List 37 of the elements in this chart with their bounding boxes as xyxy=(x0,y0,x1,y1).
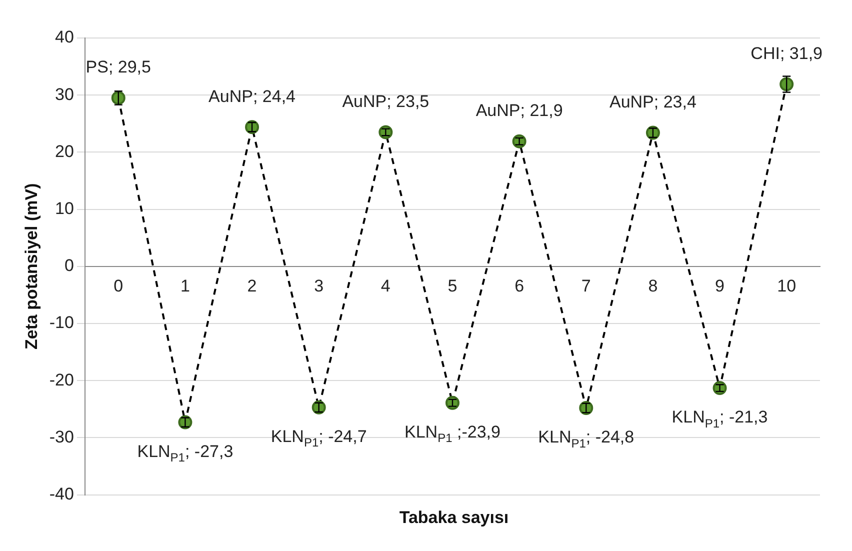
annotation: PS; 29,5 xyxy=(86,58,151,77)
point xyxy=(178,415,192,430)
y-tick-label: 40 xyxy=(55,28,74,47)
annotation: AuNP; 24,4 xyxy=(208,86,296,106)
x-tick-label: 7 xyxy=(581,276,591,296)
point xyxy=(445,396,460,410)
annotation: AuNP; 21,9 xyxy=(476,101,563,120)
y-tick-label: -10 xyxy=(49,313,74,332)
y-tick-label: 20 xyxy=(55,142,74,161)
y-tick-label: -40 xyxy=(49,484,74,504)
y-tick-label: 30 xyxy=(55,84,74,104)
x-tick-label: 0 xyxy=(114,276,124,296)
x-tick-label: 9 xyxy=(715,276,725,296)
y-tick-label: 0 xyxy=(64,256,74,276)
y-tick-label: 10 xyxy=(55,198,74,218)
x-axis-title: Tabaka sayısı xyxy=(398,508,510,528)
point xyxy=(712,381,727,396)
x-tick-label: 8 xyxy=(648,276,658,296)
x-tick-label: 10 xyxy=(777,276,796,296)
point xyxy=(378,125,393,140)
x-tick-label: 2 xyxy=(247,276,257,296)
y-tick-label: -20 xyxy=(49,370,74,390)
x-tick-label: 3 xyxy=(314,276,324,296)
x-tick-label: 6 xyxy=(514,276,524,296)
annotation: AuNP; 23,5 xyxy=(342,92,430,111)
point xyxy=(312,400,326,414)
annotation: CHI; 31,9 xyxy=(750,44,822,63)
annotation: AuNP; 23,4 xyxy=(609,92,696,112)
point xyxy=(646,126,660,140)
y-axis-title: Zeta potansiyel (mV) xyxy=(22,183,41,350)
point xyxy=(579,401,594,416)
point xyxy=(512,134,526,148)
x-tick-label: 4 xyxy=(380,276,390,296)
point xyxy=(245,120,260,134)
y-tick-label: -30 xyxy=(49,427,74,446)
x-tick-label: 5 xyxy=(448,276,458,296)
x-tick-label: 1 xyxy=(180,276,190,296)
